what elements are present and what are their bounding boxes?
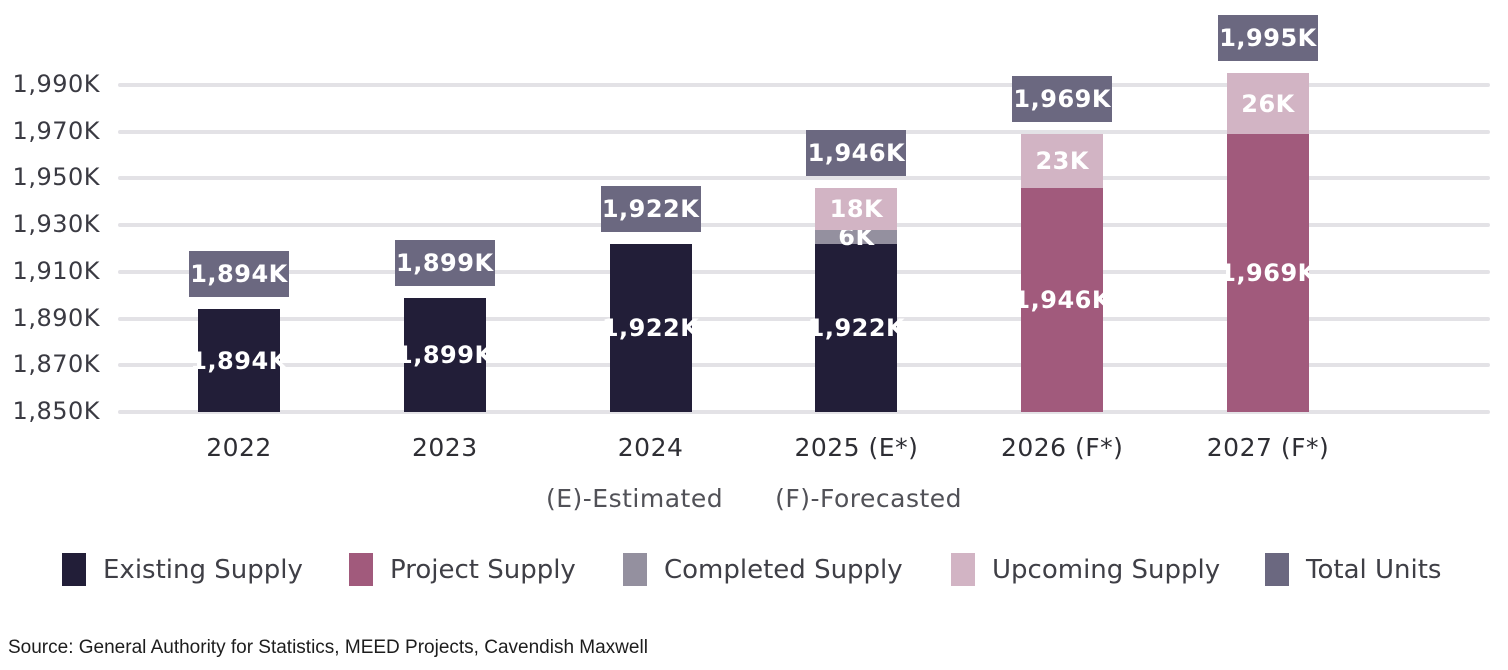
total-units-badge: 1,899K — [394, 239, 495, 286]
bar-value-label: 1,899K — [396, 340, 494, 369]
bar-segment: 18K — [815, 187, 898, 230]
legend-label: Existing Supply — [103, 554, 303, 585]
gridline — [118, 223, 1490, 228]
gridline — [118, 129, 1490, 134]
y-axis-tick-label: 1,970K — [12, 116, 100, 145]
bar-value-label: 23K — [1035, 146, 1089, 175]
legend: Existing Supply Project Supply Completed S… — [0, 553, 1508, 593]
bar-segment: 26K — [1227, 73, 1309, 135]
bar-segment: 6K — [815, 223, 898, 251]
gridline — [118, 316, 1490, 321]
legend-label: Project Supply — [390, 554, 576, 585]
bar-value-label: 1,946K — [1013, 285, 1111, 314]
gridline — [118, 363, 1490, 368]
source-text: Source: General Authority for Statistics… — [8, 637, 648, 658]
legend-swatch — [951, 553, 975, 586]
x-axis-label: 2027 (F*) — [1206, 433, 1330, 462]
legend-item: Upcoming Supply — [951, 553, 1220, 586]
y-axis-tick-label: 1,990K — [12, 70, 100, 98]
legend-label: Completed Supply — [664, 554, 903, 585]
total-units-badge: 1,969K — [1012, 76, 1113, 123]
total-units-badge: 1,894K — [189, 251, 289, 298]
total-units-badge: 1,946K — [806, 129, 907, 176]
x-axis-label: 2022 — [206, 433, 272, 462]
bar-segment: 1,922K — [808, 243, 905, 412]
x-axis-label: 2023 — [411, 433, 478, 462]
legend-item: Completed Supply — [623, 553, 903, 586]
legend-label: Upcoming Supply — [992, 554, 1221, 585]
x-axis-label: 2026 (F*) — [1000, 433, 1124, 462]
bar-segment: 1,899K — [396, 297, 493, 412]
y-axis-tick-label: 1,930K — [12, 210, 100, 239]
y-axis-tick-label: 1,850K — [12, 397, 100, 425]
gridline — [118, 83, 1490, 87]
bar-segment: 23K — [1021, 134, 1104, 188]
plot-area: 1,990K 1,970K 1,950K 1,930K 1,910K 1,890K 1,87… — [12, 15, 1490, 462]
bar-segment: 1,922K — [602, 243, 699, 412]
legend-label: Total Units — [1306, 554, 1442, 585]
y-axis-tick-label: 1,890K — [12, 303, 100, 332]
gridline — [118, 176, 1490, 181]
y-axis-tick-label: 1,870K — [12, 350, 100, 379]
legend-item: Total Units — [1265, 553, 1441, 586]
y-axis-tick-label: 1,950K — [12, 163, 100, 192]
note-label: (F)-Forecasted — [775, 484, 963, 513]
legend-swatch — [349, 553, 373, 586]
bar-value-label: 1,969K — [1219, 259, 1317, 288]
axis-notes: (E)-Estimated (F)-Forecasted — [0, 484, 1508, 513]
total-units-badge: 1,995K — [1218, 15, 1318, 62]
legend-item: Project Supply — [349, 553, 576, 586]
bar-value-label: 18K — [829, 194, 884, 223]
x-axis-label: 2025 (E*) — [794, 433, 919, 462]
bar-segment: 1,946K — [1013, 187, 1110, 412]
total-units-badge: 1,922K — [600, 185, 701, 232]
bar-value-label: 26K — [1241, 89, 1295, 118]
bar-segment: 1,894K — [190, 309, 287, 412]
gridline — [118, 269, 1490, 274]
y-axis-tick-label: 1,910K — [12, 256, 100, 285]
bar-segment: 1,969K — [1219, 134, 1316, 412]
legend-item: Existing Supply — [62, 553, 303, 586]
bar-value-label: 1,922K — [601, 313, 700, 342]
legend-swatch — [62, 553, 86, 586]
gridline — [118, 410, 1490, 414]
legend-swatch — [1265, 553, 1289, 586]
legend-swatch — [623, 553, 647, 586]
note-label: (E)-Estimated — [545, 484, 724, 513]
bar-value-label: 1,894K — [190, 346, 288, 375]
bar-value-label: 1,922K — [807, 313, 906, 342]
x-axis-label: 2024 — [617, 433, 684, 462]
